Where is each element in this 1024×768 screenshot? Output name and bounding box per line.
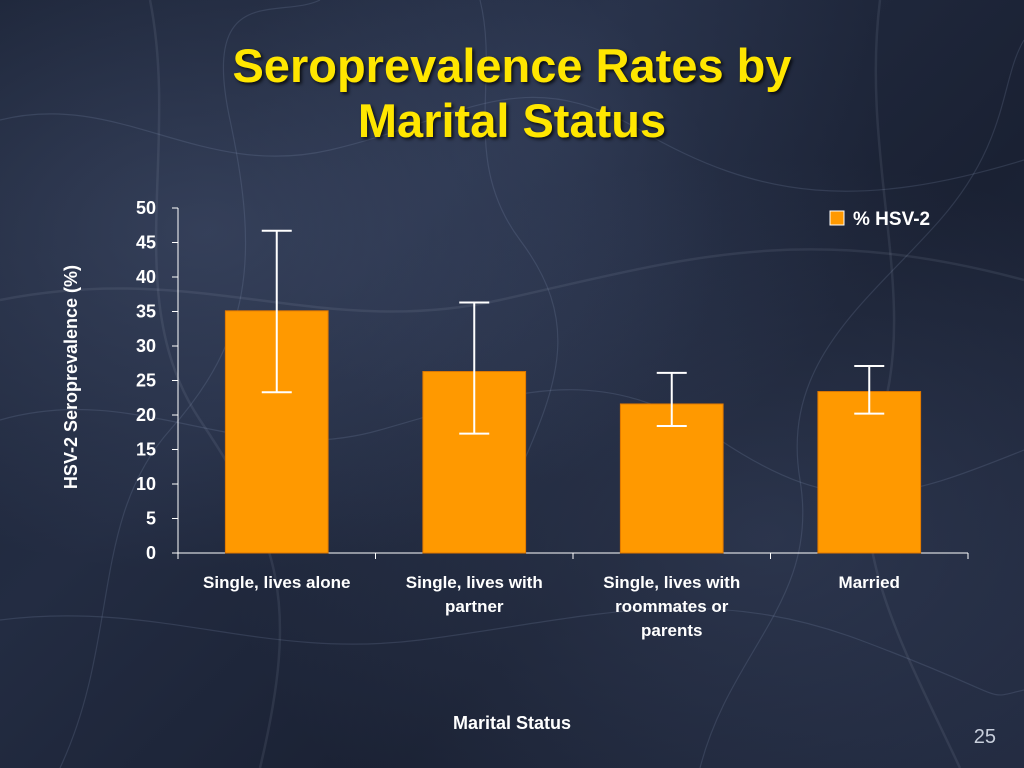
legend-swatch [829,210,845,226]
slide-title: Seroprevalence Rates by Marital Status [112,38,912,148]
x-tick-label-line: Single, lives alone [203,573,350,592]
slide-title-line-2: Marital Status [357,94,667,147]
x-tick-label-line: Single, lives with [603,573,740,592]
x-tick-label-line: Single, lives with [406,573,543,592]
x-tick-label-line: Married [839,573,900,592]
page-number: 25 [973,726,996,748]
y-tick-label: 35 [136,302,156,322]
x-tick-label: Single, lives alone [203,573,350,592]
y-tick-label: 0 [146,543,156,563]
y-tick-label: 20 [136,405,156,425]
x-tick-label: Single, lives with partner [406,573,543,616]
y-tick-label: 25 [136,371,156,391]
y-tick-label: 5 [146,509,156,529]
x-tick-label-line: parents [641,621,702,640]
y-tick-label: 40 [136,267,156,287]
chart-bars [224,310,922,554]
slide-title-line-1: Seroprevalence Rates by [232,39,792,92]
x-tick-label: Single, lives with roommates or parents [603,573,740,640]
y-tick-label: 10 [136,474,156,494]
bar [619,403,724,554]
bar [817,391,922,554]
chart-error-bars [261,229,885,435]
x-tick-label-line: partner [445,597,504,616]
x-tick-label: Married [839,573,900,592]
legend-label: % HSV-2 [853,209,930,230]
chart-legend: % HSV-2 [829,209,930,230]
y-tick-label: 15 [136,440,156,460]
x-tick-labels: Single, lives alone Single, lives with par… [203,573,900,640]
x-tick-label-line: roommates or [615,597,729,616]
y-axis-title: HSV-2 Seroprevalence (%) [61,264,81,490]
y-tick-label: 30 [136,336,156,356]
y-tick-labels: 0 5 10 15 20 25 30 35 40 45 50 [136,198,156,563]
y-tick-label: 50 [136,198,156,218]
x-axis-title: Marital Status [452,713,572,733]
y-tick-label: 45 [136,233,156,253]
